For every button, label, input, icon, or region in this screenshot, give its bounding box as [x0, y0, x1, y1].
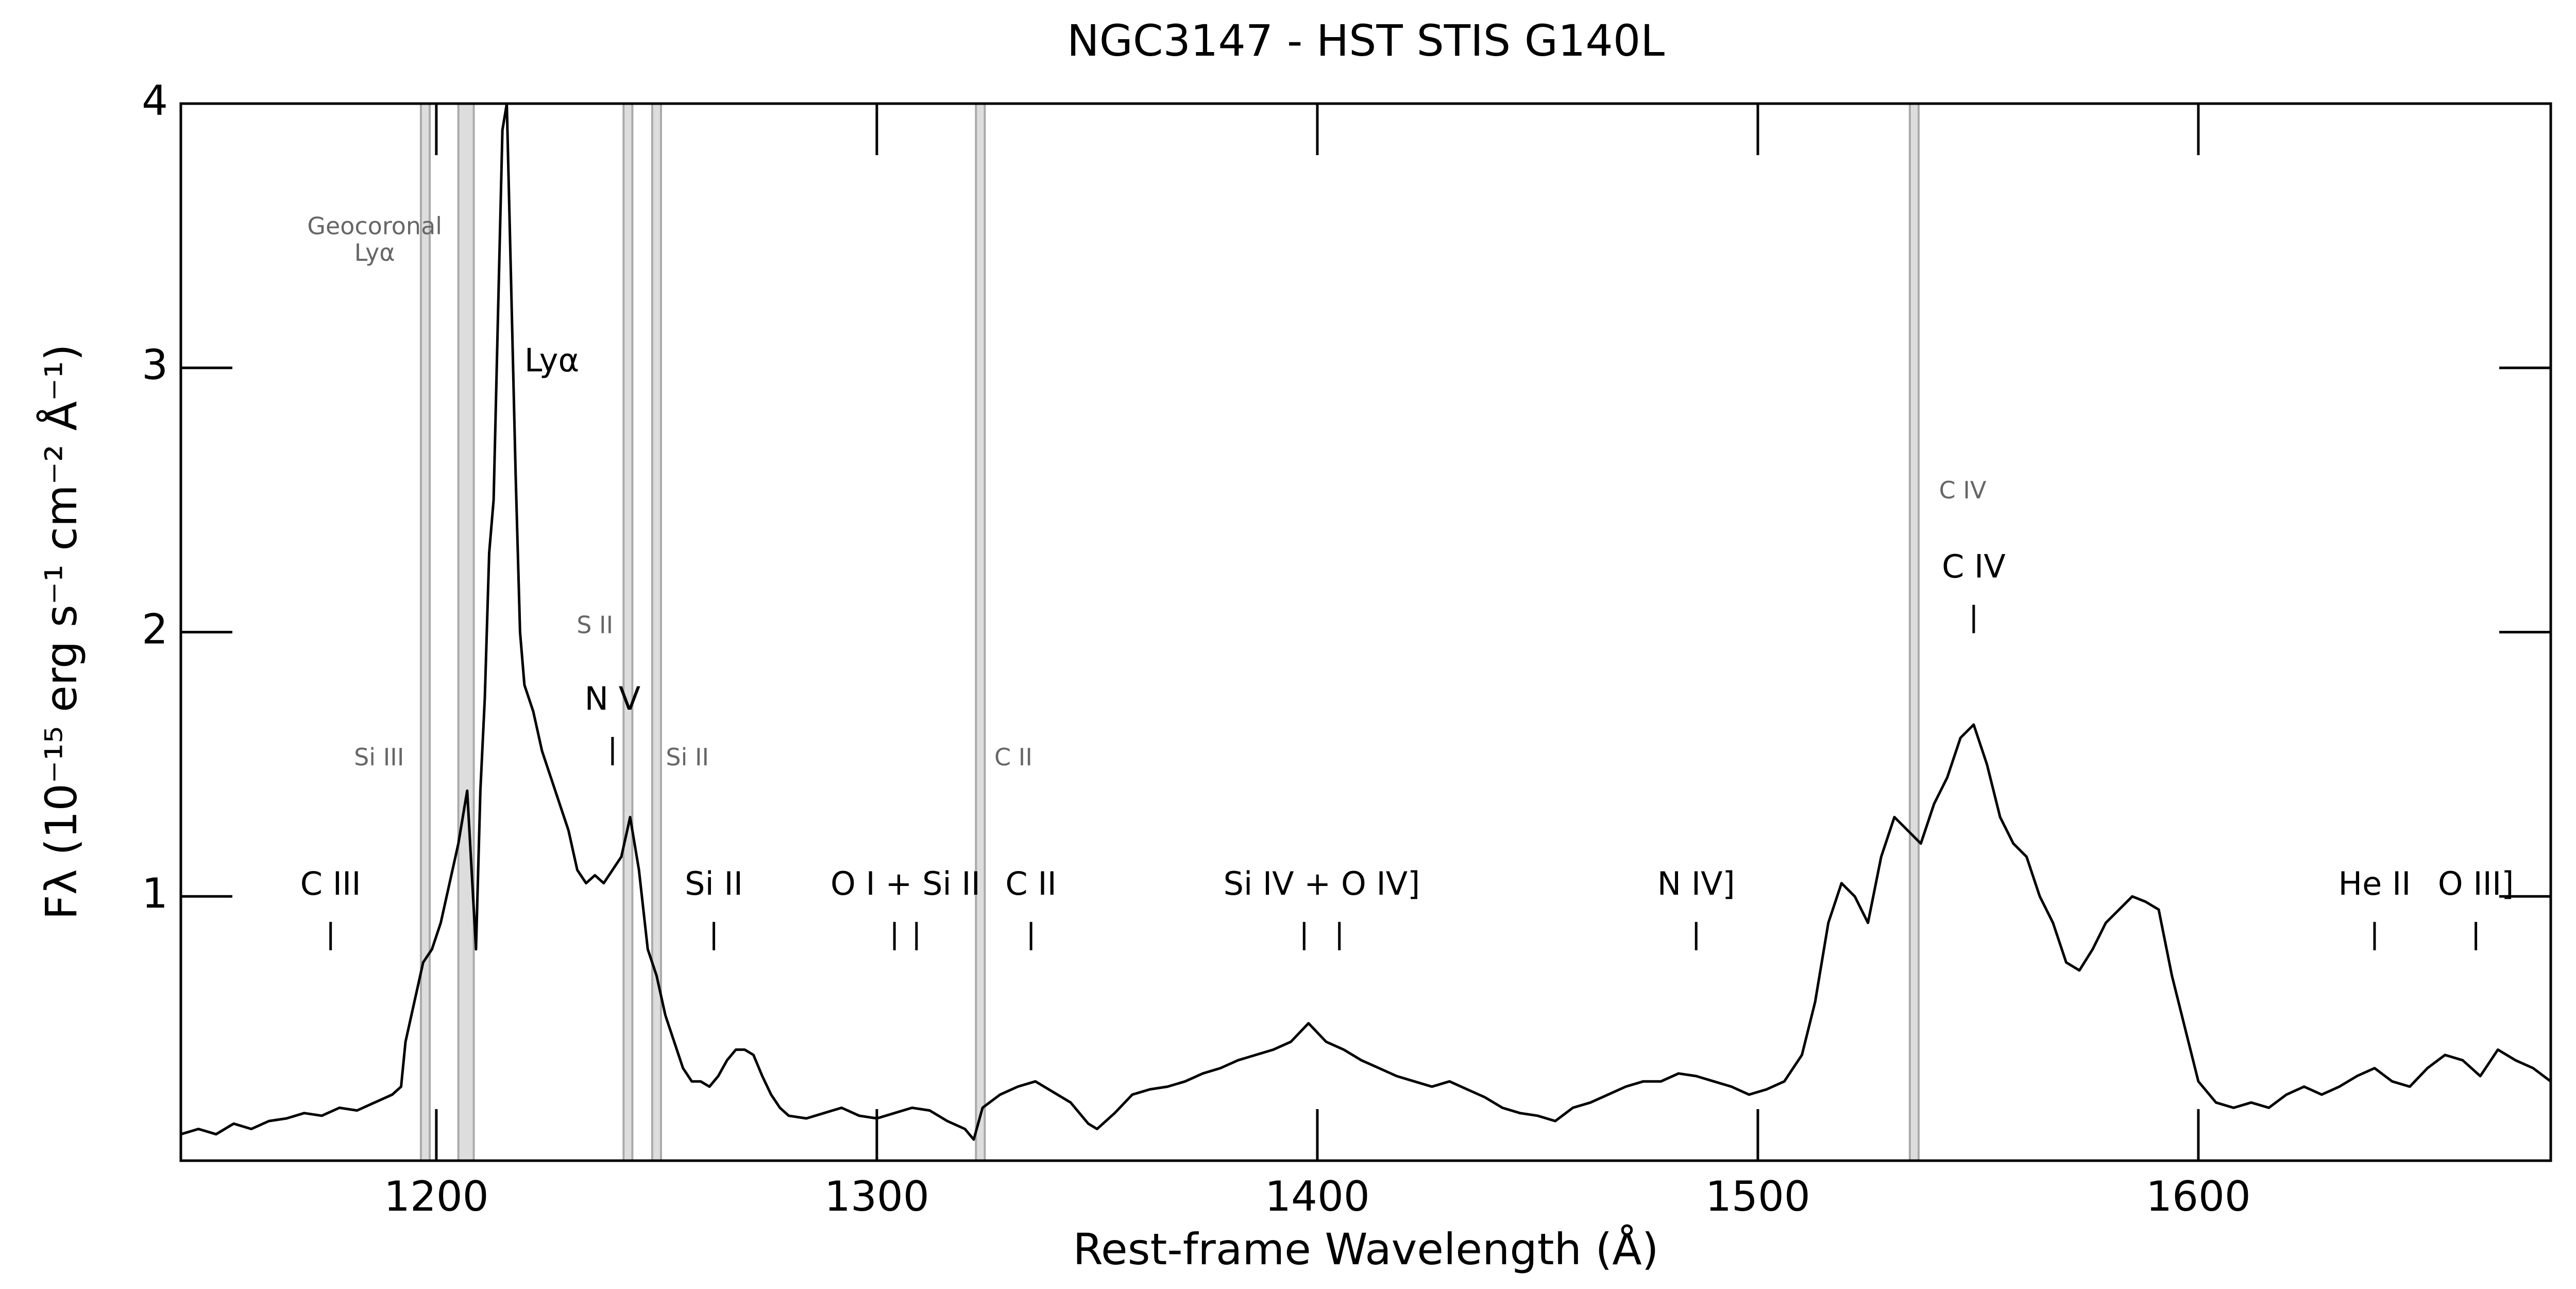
x-tick-label: 1200 [384, 1173, 489, 1220]
x-tick-label: 1400 [1265, 1173, 1370, 1220]
foreground-label: S II [577, 611, 613, 639]
foreground-label: Si II [666, 743, 709, 771]
foreground-label: Si III [354, 743, 404, 771]
masked-region [975, 103, 986, 1162]
emission-line-label: N IV] [1657, 865, 1735, 902]
plot-frame [179, 102, 2552, 1162]
masked-region [651, 103, 662, 1162]
emission-line-label: C II [1005, 865, 1057, 902]
x-tick-label: 1300 [824, 1173, 929, 1220]
spectrum-line [180, 102, 2552, 1141]
emission-line-label: O I + Si II [831, 865, 980, 902]
foreground-label: Geocoronal [307, 212, 442, 240]
foreground-label: C II [994, 743, 1032, 771]
y-tick-label: 1 [142, 869, 168, 917]
chart-title: NGC3147 - HST STIS G140L [1067, 15, 1665, 66]
y-tick-label: 3 [142, 341, 168, 389]
masked-region [419, 103, 431, 1162]
masked-region [457, 103, 475, 1162]
emission-line-label: Si II [685, 865, 743, 902]
emission-line-label: C III [300, 865, 361, 902]
masked-region [622, 103, 634, 1162]
y-axis-label: Fλ (10⁻¹⁵ erg s⁻¹ cm⁻² Å⁻¹) [36, 344, 87, 920]
emission-line-label: Si IV + O IV] [1224, 865, 1420, 902]
x-axis-label: Rest-frame Wavelength (Å) [1073, 1224, 1658, 1275]
emission-line-label: C IV [1942, 548, 2006, 585]
y-tick-label: 2 [142, 605, 168, 653]
y-tick-label: 4 [142, 77, 168, 125]
emission-line-label: He II [2338, 865, 2411, 902]
emission-line-label: N V [585, 680, 641, 717]
masked-region [1908, 103, 1920, 1162]
x-tick-label: 1600 [2146, 1173, 2251, 1220]
annotation: Lyα [524, 342, 579, 379]
foreground-label: Lyα [354, 239, 395, 266]
x-tick-label: 1500 [1705, 1173, 1810, 1220]
emission-line-label: O III] [2438, 865, 2514, 902]
foreground-label: C IV [1939, 476, 1987, 504]
